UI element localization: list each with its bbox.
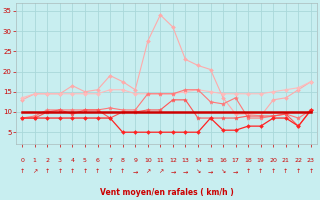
X-axis label: Vent moyen/en rafales ( km/h ): Vent moyen/en rafales ( km/h ) — [100, 188, 234, 197]
